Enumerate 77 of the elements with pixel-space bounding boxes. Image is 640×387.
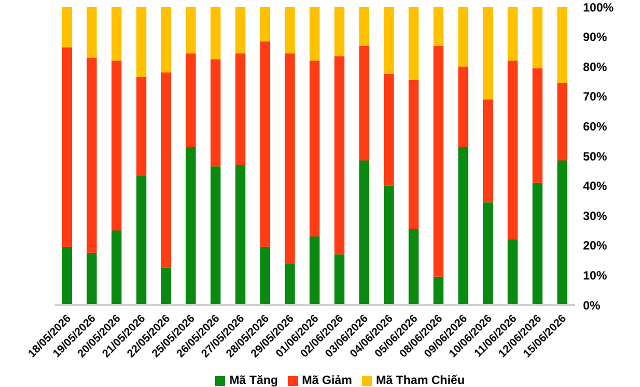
bar — [136, 175, 146, 305]
bar — [433, 46, 444, 277]
legend-label: Mã Tham Chiếu — [376, 373, 465, 387]
bar — [408, 80, 419, 230]
y-tick-label: 30% — [583, 208, 608, 223]
bar — [310, 60, 320, 236]
bar — [557, 7, 568, 83]
y-tick-label: 60% — [583, 119, 608, 134]
bar — [86, 252, 97, 305]
bar — [384, 7, 394, 74]
bar — [161, 72, 172, 268]
bar — [112, 7, 122, 61]
bar — [384, 74, 394, 186]
bar — [433, 276, 444, 305]
bar — [532, 7, 542, 68]
bar — [458, 147, 468, 305]
bar — [186, 147, 196, 305]
y-tick-label: 50% — [583, 149, 608, 164]
bar — [458, 66, 468, 148]
bar — [136, 7, 146, 78]
bar — [408, 7, 419, 80]
bar — [334, 56, 344, 254]
bar — [62, 246, 72, 305]
bar — [260, 41, 270, 247]
bar — [334, 254, 344, 305]
bar — [260, 7, 270, 42]
bar — [210, 166, 221, 305]
bar — [557, 82, 568, 160]
bar — [260, 246, 270, 305]
y-tick-label: 10% — [583, 268, 608, 282]
bar — [235, 164, 246, 305]
legend-label: Mã Tăng — [229, 373, 278, 387]
bar — [433, 7, 444, 46]
bar — [408, 229, 419, 305]
bar — [310, 7, 320, 61]
y-tick-label: 40% — [583, 179, 608, 194]
bar — [557, 160, 568, 305]
bar — [86, 58, 97, 253]
bar — [161, 268, 172, 305]
bar — [284, 7, 295, 54]
bar — [210, 59, 221, 166]
bar — [235, 7, 246, 54]
bar — [284, 53, 295, 264]
bar — [359, 46, 370, 160]
bar — [210, 7, 221, 60]
bar — [508, 60, 518, 240]
bar — [359, 7, 370, 46]
bar — [186, 7, 196, 54]
bar — [334, 7, 344, 56]
y-tick-label: 90% — [583, 30, 608, 44]
bar — [508, 239, 518, 305]
bar — [482, 202, 493, 305]
bar — [310, 236, 320, 305]
bar — [508, 7, 518, 61]
bar — [112, 230, 122, 305]
bar — [359, 160, 370, 305]
y-tick-label: 80% — [583, 60, 608, 74]
bar — [186, 53, 196, 148]
y-tick-label: 0% — [583, 298, 601, 312]
bar — [532, 182, 542, 305]
bar — [235, 53, 246, 165]
y-tick-label: 20% — [583, 238, 608, 253]
bar — [86, 7, 97, 58]
bar — [532, 68, 542, 183]
bar — [136, 77, 146, 176]
bar — [458, 7, 468, 67]
bar — [62, 7, 72, 48]
bar — [62, 47, 72, 247]
bar — [161, 7, 172, 73]
bar — [482, 7, 493, 100]
bar — [384, 186, 394, 305]
bar — [284, 263, 295, 305]
y-tick-label: 70% — [583, 90, 608, 104]
bar — [482, 99, 493, 202]
bar — [112, 60, 122, 230]
y-tick-label: 100% — [583, 0, 614, 14]
legend-label: Mã Giảm — [302, 373, 352, 387]
